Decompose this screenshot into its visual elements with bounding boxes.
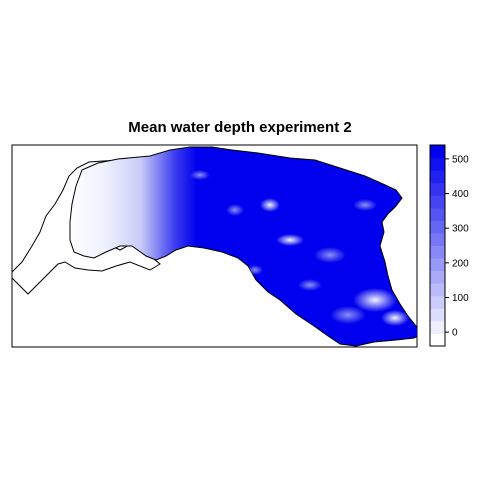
color-key-step xyxy=(430,283,445,297)
study-area xyxy=(12,146,417,347)
shallow-patch xyxy=(247,265,263,275)
color-key-step xyxy=(430,333,445,347)
color-key-step xyxy=(430,232,445,246)
color-key-step xyxy=(430,220,445,234)
color-key-step xyxy=(430,258,445,272)
color-key-step xyxy=(430,245,445,259)
color-key-tick-label: 300 xyxy=(452,224,469,235)
color-key-step xyxy=(430,270,445,284)
color-key-frame xyxy=(429,144,446,347)
map-plot-frame xyxy=(11,144,418,348)
shallow-patch xyxy=(226,204,244,216)
color-key-step xyxy=(430,295,445,309)
shallow-patch xyxy=(276,234,304,246)
color-key-tick-label: 0 xyxy=(452,328,458,339)
color-key-tick-label: 400 xyxy=(452,189,469,200)
shallow-patch xyxy=(353,199,377,211)
shallow-patch xyxy=(353,288,397,312)
color-key-tick-label: 200 xyxy=(452,258,469,269)
color-key-tick-label: 100 xyxy=(452,293,469,304)
shallow-patch xyxy=(298,279,322,291)
color-key-steps xyxy=(430,145,445,347)
color-key: 0 100 200 300 400 500 xyxy=(429,144,469,347)
color-key-step xyxy=(430,308,445,322)
shallow-patch xyxy=(381,310,409,326)
color-key-step xyxy=(430,145,445,159)
water-depth-field xyxy=(69,146,417,347)
color-key-step xyxy=(430,207,445,221)
color-key-step xyxy=(430,195,445,209)
shallow-patch xyxy=(190,170,210,180)
color-key-step xyxy=(430,182,445,196)
color-key-step xyxy=(430,320,445,334)
map-title: Mean water depth experiment 2 xyxy=(128,119,352,136)
color-key-step xyxy=(430,157,445,171)
shallow-patch xyxy=(260,198,280,212)
color-key-step xyxy=(430,170,445,184)
shallow-patch xyxy=(314,247,346,263)
color-key-ticks: 0 100 200 300 400 500 xyxy=(445,154,469,339)
shallow-patch xyxy=(330,306,366,324)
color-key-tick-label: 500 xyxy=(452,154,469,165)
